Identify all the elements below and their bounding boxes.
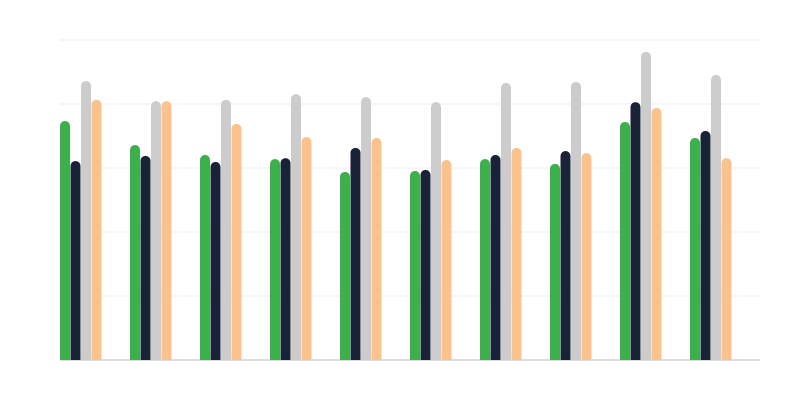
bar bbox=[350, 147, 361, 360]
bar bbox=[221, 99, 231, 361]
bar bbox=[301, 136, 312, 360]
bar bbox=[581, 152, 592, 360]
bar bbox=[560, 151, 571, 360]
bar bbox=[501, 82, 511, 360]
bar bbox=[480, 159, 490, 360]
bar bbox=[371, 137, 382, 360]
bar bbox=[361, 96, 371, 361]
bar bbox=[270, 159, 280, 360]
bar bbox=[700, 130, 711, 360]
bar bbox=[200, 154, 210, 360]
bar bbox=[291, 94, 301, 360]
bar bbox=[151, 101, 161, 361]
bar bbox=[651, 107, 662, 360]
bar bbox=[571, 81, 581, 360]
bar bbox=[420, 169, 431, 360]
bar bbox=[60, 120, 70, 361]
bar bbox=[410, 170, 420, 360]
bar bbox=[550, 163, 560, 360]
bar bbox=[210, 161, 221, 360]
bar bbox=[441, 160, 452, 360]
bar bbox=[431, 102, 441, 360]
bar bbox=[630, 102, 641, 360]
bar bbox=[130, 144, 140, 360]
bar bbox=[340, 171, 350, 360]
bar bbox=[620, 121, 630, 360]
bar bbox=[81, 80, 91, 361]
bar bbox=[280, 158, 291, 360]
bar bbox=[140, 155, 151, 360]
bar bbox=[161, 101, 172, 361]
bar bbox=[690, 137, 700, 360]
bar bbox=[490, 154, 501, 360]
bar bbox=[91, 99, 102, 361]
bar bbox=[711, 74, 721, 360]
bar bbox=[721, 158, 732, 360]
bar bbox=[641, 51, 651, 361]
bar bbox=[70, 160, 81, 360]
bar bbox=[231, 123, 242, 360]
bar bbox=[511, 147, 522, 360]
